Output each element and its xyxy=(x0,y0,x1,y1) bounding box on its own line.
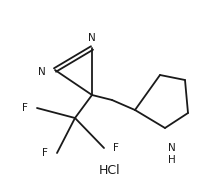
Text: F: F xyxy=(22,103,28,113)
Text: HCl: HCl xyxy=(99,164,121,177)
Text: F: F xyxy=(113,143,119,153)
Text: N: N xyxy=(38,67,46,77)
Text: N: N xyxy=(88,33,96,43)
Text: N
H: N H xyxy=(168,143,176,165)
Text: F: F xyxy=(42,148,48,158)
